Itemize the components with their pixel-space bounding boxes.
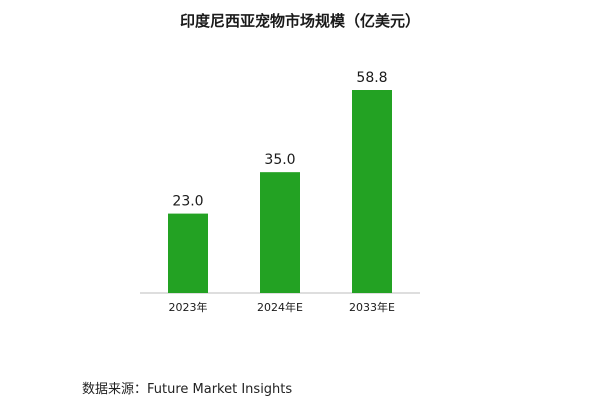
chart-title: 印度尼西亚宠物市场规模（亿美元） (179, 12, 420, 30)
data-label: 58.8 (356, 70, 387, 86)
data-label: 23.0 (172, 194, 203, 210)
bar (168, 213, 208, 293)
bar (260, 172, 300, 293)
x-tick-label: 2024年E (257, 300, 303, 314)
bar (352, 90, 392, 293)
x-tick-label: 2033年E (349, 300, 395, 314)
source-note: 数据来源：Future Market Insights (82, 382, 293, 397)
data-label: 35.0 (264, 152, 295, 168)
x-tick-label: 2023年 (169, 300, 208, 314)
